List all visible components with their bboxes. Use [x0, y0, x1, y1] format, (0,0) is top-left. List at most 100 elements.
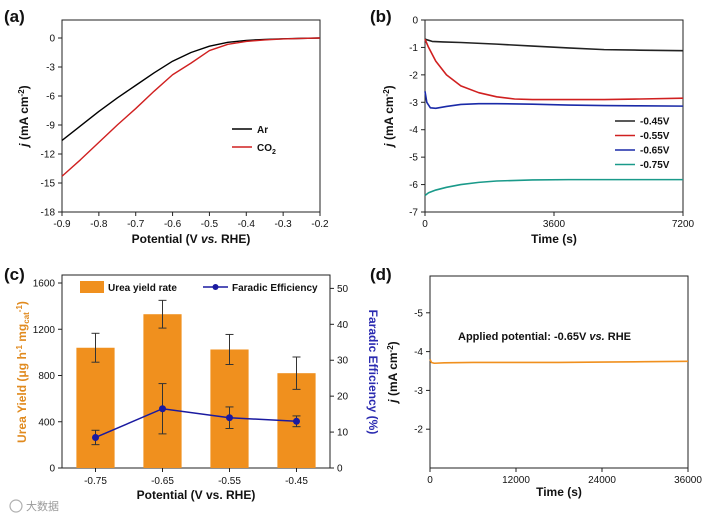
- panel-a-ytick-label: -15: [41, 179, 56, 190]
- panel-a-xtick-label: -0.5: [201, 219, 219, 230]
- panel-a-xtick-label: -0.3: [275, 219, 293, 230]
- watermark-text: 大数据: [26, 499, 59, 513]
- watermark-logo-icon: [9, 499, 23, 513]
- legend-fe-label: Faradic Efficiency: [232, 283, 318, 294]
- fe-line: [95, 407, 297, 439]
- panel-c-ytick-label: 1600: [33, 279, 56, 290]
- legend-ar-label: Ar: [257, 125, 268, 136]
- panel-d-y-ticks: -2 -3 -4 -5: [414, 308, 430, 436]
- panel-label-c: (c): [4, 265, 25, 284]
- panel-c-ytick-label: 800: [38, 371, 55, 382]
- panel-d-chart: 0 12000 24000 36000 -2 -3 -4 -5 Applied potent…: [386, 275, 702, 499]
- panel-c-xtick-label: -0.75: [84, 476, 107, 487]
- panel-c-xtick-label: -0.45: [285, 476, 308, 487]
- panel-b-xtick-label: 7200: [672, 219, 695, 230]
- panel-b-xtick-label: 0: [422, 219, 428, 230]
- panel-c-y2tick-label: 40: [337, 320, 349, 331]
- panel-d-xtick-label: 12000: [502, 475, 530, 486]
- panel-b-ylabel: j (mA cm-2): [382, 85, 396, 148]
- panel-d-ytick-label: -2: [414, 425, 423, 436]
- panel-b-ytick-label: 0: [412, 16, 418, 27]
- panel-d-xtick-label: 24000: [588, 475, 616, 486]
- panel-a-xtick-label: -0.9: [53, 219, 71, 230]
- urea-bar: [76, 347, 115, 468]
- legend-b-label: -0.65V: [640, 146, 670, 157]
- panel-a-xtick-label: -0.8: [90, 219, 108, 230]
- panel-a-ytick-label: -6: [46, 92, 55, 103]
- panel-a-frame: [61, 19, 321, 213]
- panel-b-ytick-label: -2: [409, 70, 418, 81]
- watermark: 大数据: [9, 499, 59, 513]
- series-ar-line: [61, 37, 321, 142]
- panel-b-chart: 0 3600 7200 0-1-2-3-4-5-6-7 -0.45V-0.55V-0…: [382, 16, 695, 247]
- panel-c-y2tick-label: 50: [337, 284, 349, 295]
- panel-a-ytick-label: -9: [46, 121, 55, 132]
- series-075v-line: [424, 178, 683, 197]
- panel-c-ylabel: Urea Yield (μg h-1 mgcat-1): [15, 301, 31, 443]
- panel-c-xtick-label: -0.55: [218, 476, 241, 487]
- panel-b-ytick-label: -7: [409, 208, 418, 219]
- panel-d-xtick-label: 36000: [674, 475, 702, 486]
- fe-point: [92, 433, 99, 441]
- panel-c-y2-ticks: 0 10 20 30 40 50: [330, 284, 349, 475]
- series-co2-line: [61, 37, 321, 177]
- panel-a-y-ticks: 0 -3 -6 -9 -12 -15 -18: [41, 34, 62, 219]
- panel-b-ytick-label: -3: [409, 98, 418, 109]
- panel-b-xlabel: Time (s): [531, 232, 577, 246]
- panel-c-bars: [76, 299, 316, 468]
- panel-c-y-ticks: 0 400 800 1200 1600: [33, 279, 62, 475]
- panel-a-xtick-label: -0.2: [311, 219, 329, 230]
- panel-d-xlabel: Time (s): [536, 485, 582, 499]
- panel-c-y2tick-label: 20: [337, 392, 349, 403]
- legend-b-label: -0.55V: [640, 131, 670, 142]
- panel-d-ytick-label: -3: [414, 386, 423, 397]
- fe-point: [293, 417, 300, 425]
- panel-label-b: (b): [370, 7, 392, 26]
- panel-c-y2tick-label: 0: [337, 464, 343, 475]
- panel-a-xlabel: Potential (V vs. RHE): [132, 232, 251, 246]
- panel-d-ytick-label: -4: [414, 347, 423, 358]
- series-065v-line: [424, 91, 684, 110]
- panel-b-x-ticks: 0 3600 7200: [422, 212, 695, 230]
- panel-c-ytick-label: 0: [49, 464, 55, 475]
- legend-b-label: -0.45V: [640, 117, 670, 128]
- legend-urea-swatch: [80, 281, 104, 293]
- panel-d-x-ticks: 0 12000 24000 36000: [427, 468, 702, 486]
- panel-c-ytick-label: 1200: [33, 325, 56, 336]
- panel-b-ytick-label: -6: [409, 180, 418, 191]
- panel-b-ytick-label: -4: [409, 125, 418, 136]
- panel-c-ytick-label: 400: [38, 417, 55, 428]
- panel-a-ytick-label: -12: [41, 150, 56, 161]
- fe-point: [226, 414, 233, 422]
- panel-a-ylabel: j (mA cm-2): [17, 85, 31, 148]
- legend-b-label: -0.75V: [640, 160, 670, 171]
- panel-d-series: [429, 359, 689, 365]
- panel-a-ytick-label: -3: [46, 63, 55, 74]
- panel-c-xlabel: Potential (V vs. RHE): [137, 488, 256, 502]
- panel-a-ytick-label: -18: [41, 208, 56, 219]
- panel-label-d: (d): [370, 265, 392, 284]
- panel-c-x-ticks: -0.75 -0.65 -0.55 -0.45: [84, 468, 308, 487]
- panel-b-series: [424, 38, 684, 197]
- panel-a-xtick-label: -0.7: [127, 219, 145, 230]
- panel-c-y2tick-label: 30: [337, 356, 349, 367]
- panel-a-series: [61, 37, 321, 177]
- series-055v-line: [424, 38, 684, 101]
- legend-urea-label: Urea yield rate: [108, 283, 177, 294]
- panel-label-a: (a): [4, 7, 25, 26]
- legend-co2-label: CO2: [257, 143, 276, 156]
- panel-c-fe-series: [91, 383, 301, 446]
- panel-d-xtick-label: 0: [427, 475, 433, 486]
- panel-d-frame: [429, 275, 689, 469]
- panel-d-annotation: Applied potential: -0.65V vs. RHE: [458, 331, 631, 343]
- panel-a-ytick-label: 0: [49, 34, 55, 45]
- series-045v-line: [424, 38, 684, 52]
- series-d-line: [429, 359, 689, 365]
- panel-a-x-ticks: -0.9 -0.8 -0.7 -0.6 -0.5 -0.4 -0.3 -0.2: [53, 212, 329, 230]
- legend-fe-marker: [212, 284, 219, 290]
- panel-b-ytick-label: -1: [409, 43, 418, 54]
- panel-d-ytick-label: -5: [414, 308, 423, 319]
- panel-b-ytick-label: -5: [409, 153, 418, 164]
- panel-c-y2tick-label: 10: [337, 428, 349, 439]
